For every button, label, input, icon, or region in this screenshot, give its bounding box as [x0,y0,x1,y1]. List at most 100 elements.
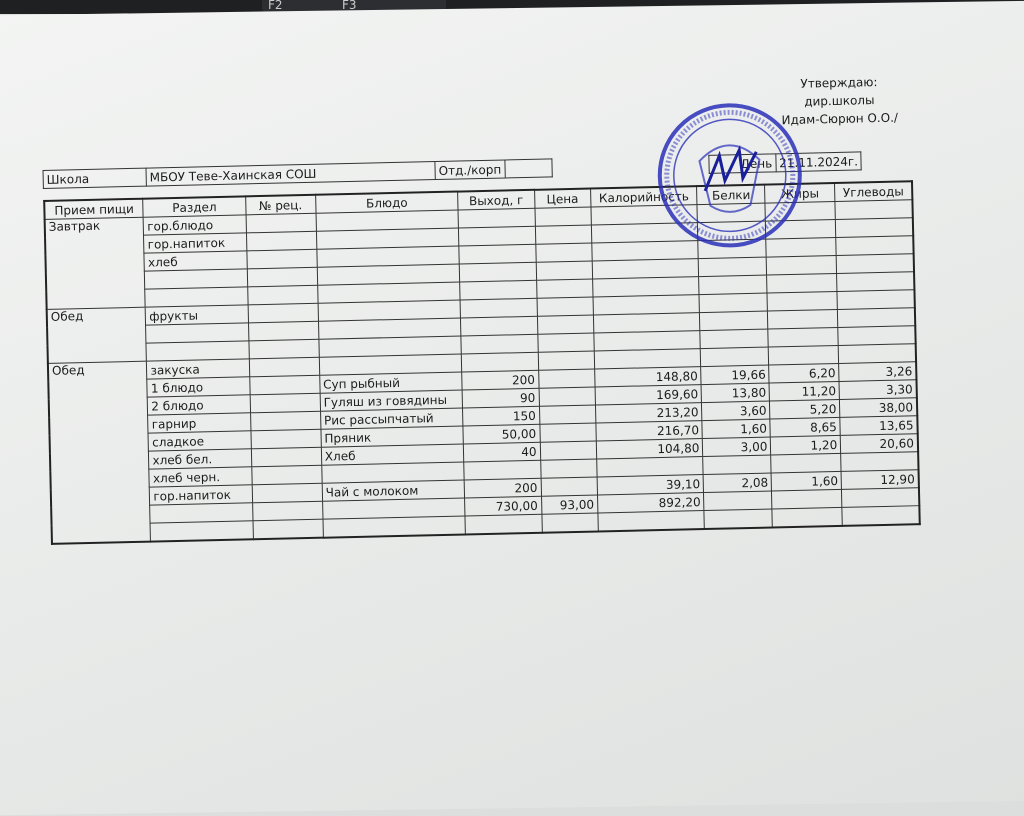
table-cell: 200 [461,370,539,391]
table-cell [460,316,538,337]
table-cell [699,311,769,331]
table-cell: Обед [47,361,151,544]
table-cell [538,368,595,389]
table-cell [459,280,537,301]
table-cell [836,235,914,256]
table-cell [837,289,915,310]
dept-value [504,158,552,178]
table-cell [842,505,920,526]
table-cell [772,507,843,528]
table-cell [145,286,248,308]
table-cell [540,476,598,497]
table-cell [459,262,537,283]
table-cell [698,257,767,277]
table-cell [458,226,536,247]
table-cell [537,333,595,353]
table-cell [537,351,595,371]
table-cell: 730,00 [464,496,542,516]
table-cell [840,451,919,472]
table-cell [245,213,317,233]
table-cell: 3,26 [838,361,917,382]
official-stamp [657,103,802,248]
table-cell [540,458,597,479]
table-cell [535,261,593,281]
table-cell [251,465,322,485]
table-cell: 1,20 [770,435,841,456]
table-cell [252,519,324,540]
table-cell: 40 [463,442,541,462]
table-cell [249,393,321,413]
table-cell: хлеб бел. [148,448,252,470]
dept-label: Отд./корп [434,159,505,180]
table-cell [767,309,839,330]
table-cell: 6,20 [769,363,840,384]
table-cell: 2 блюдо [147,394,251,416]
table-cell [145,322,249,344]
table-cell [246,267,318,287]
table-cell: 3,60 [701,401,771,421]
school-label: Школа [43,168,147,189]
table-cell [841,487,920,508]
table-cell: 1,60 [771,471,842,492]
table-cell: фрукты [145,304,249,326]
table-cell [249,375,320,395]
table-cell [766,273,838,294]
table-cell: гор.напиток [149,484,253,506]
table-cell [536,315,594,335]
table-cell [247,285,318,305]
column-header: Прием пищи [44,198,144,220]
table-cell [699,275,768,295]
table-cell: сладкое [148,430,252,452]
table-cell [461,352,539,373]
table-cell: 90 [462,388,540,408]
table-cell [534,225,592,245]
table-cell [835,217,914,238]
table-cell: хлеб черн. [149,466,252,488]
table-cell: 50,00 [463,424,540,444]
table-cell: 200 [464,478,542,498]
table-cell: 11,20 [769,381,840,402]
table-cell: 38,00 [839,397,918,418]
table-cell [768,327,839,348]
table-cell [248,321,319,341]
table-cell [246,231,317,251]
table-cell: Обед [46,307,147,364]
table-cell [766,255,837,276]
table-cell [252,501,323,521]
table-cell [536,279,593,299]
table-cell [144,268,248,290]
table-cell [538,386,596,407]
table-cell: 13,65 [840,415,918,436]
table-cell [703,455,772,475]
table-cell [837,307,916,328]
table-cell: гарнир [148,412,251,434]
table-cell [767,291,838,312]
table-cell [150,520,254,542]
table-cell [768,345,839,366]
table-cell [458,208,535,229]
table-cell: 1,60 [702,419,771,439]
table-cell: 150 [462,406,540,426]
table-cell [539,422,597,443]
table-cell [534,207,592,227]
table-cell: 93,00 [541,494,598,515]
table-cell: 3,30 [839,379,917,400]
column-header: Углеводы [834,181,913,202]
table-cell [836,253,915,274]
table-cell [703,491,773,511]
table-cell: 1 блюдо [147,376,250,398]
table-cell [251,447,322,467]
table-cell [836,271,915,292]
table-cell: 8,65 [770,417,841,438]
table-cell: Завтрак [44,217,146,310]
table-cell [700,347,770,367]
table-cell [838,343,917,364]
table-cell [771,489,843,510]
table-cell [461,334,538,355]
table-cell: закуска [146,358,250,380]
column-header: № рец. [245,194,316,215]
table-cell [248,357,320,377]
table-cell [146,340,249,362]
table-cell [463,460,541,480]
table-cell [459,244,536,265]
